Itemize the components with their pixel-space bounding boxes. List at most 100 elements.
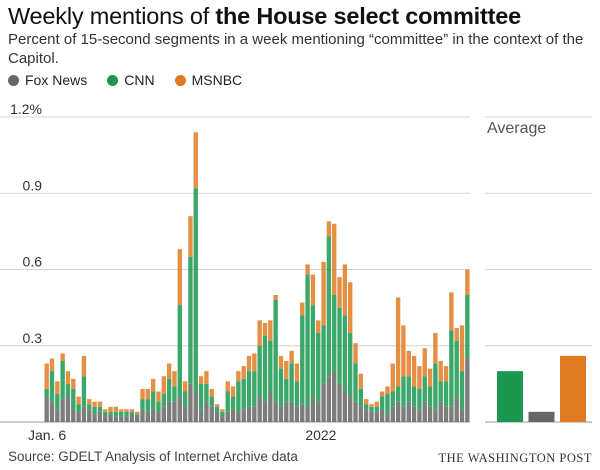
bar-segment-msnbc (172, 371, 177, 387)
bar-segment-msnbc (363, 399, 369, 405)
bar-segment-fox (241, 409, 246, 422)
bar-segment-fox (177, 396, 182, 422)
bar-segment-fox (310, 396, 316, 422)
bar-segment-fox (81, 406, 87, 422)
bar-segment-fox (321, 383, 326, 423)
bar-segment-msnbc (332, 223, 337, 295)
average-bar-cnn (497, 371, 523, 422)
bar-segment-fox (209, 406, 214, 422)
average-bar-fox-news (528, 411, 555, 422)
bar-segment-msnbc (236, 371, 241, 382)
bar-segment-msnbc (166, 363, 172, 379)
bar-segment-fox (284, 401, 289, 422)
bar-segment-msnbc (108, 406, 113, 412)
bar-segment-fox (140, 409, 145, 422)
bar-segment-msnbc (44, 363, 49, 389)
bar-segment-cnn (177, 305, 182, 397)
bar-segment-cnn (390, 391, 395, 407)
x-tick-label-start: Jan. 6 (28, 427, 66, 443)
bar-segment-fox (55, 409, 60, 422)
bar-segment-msnbc (310, 274, 316, 306)
bar-segment-fox (422, 401, 427, 422)
bar-segment-msnbc (300, 302, 305, 316)
bar-segment-msnbc (278, 355, 284, 369)
bar-segment-msnbc (182, 381, 188, 392)
bar-segment-cnn (310, 305, 316, 397)
bar-segment-msnbc (449, 292, 454, 331)
bar-segment-msnbc (443, 366, 449, 382)
bar-segment-msnbc (60, 353, 65, 362)
bar-segment-cnn (289, 363, 294, 402)
bar-segment-fox (119, 416, 124, 422)
bar-segment-cnn (268, 340, 273, 392)
legend-label-msnbc: MSNBC (191, 72, 243, 88)
legend: Fox News CNN MSNBC (8, 72, 242, 88)
bar-segment-fox (278, 406, 284, 422)
bar-segment-fox (257, 396, 262, 422)
bar-segment-fox (316, 401, 321, 422)
bar-segment-cnn (321, 325, 326, 384)
bar-segment-msnbc (76, 396, 81, 405)
bar-segment-cnn (193, 188, 198, 392)
bar-segment-fox (411, 406, 417, 422)
bar-segment-cnn (401, 376, 406, 407)
bar-segment-cnn (156, 401, 161, 412)
bar-segment-fox (182, 406, 188, 422)
y-tick-label: 0.6 (23, 254, 43, 270)
bar-segment-msnbc (198, 376, 204, 384)
bar-segment-cnn (129, 411, 135, 415)
legend-item-msnbc: MSNBC (174, 72, 243, 88)
bar-segment-msnbc (337, 277, 342, 308)
bar-segment-fox (289, 401, 294, 422)
bar-segment-cnn (305, 274, 310, 407)
bar-segment-fox (161, 406, 166, 422)
bar-segment-cnn (204, 383, 209, 402)
bar-segment-cnn (182, 391, 188, 407)
bar-segment-fox (465, 358, 470, 422)
bar-segment-msnbc (353, 343, 358, 364)
bar-segment-msnbc (348, 282, 353, 334)
legend-label-fox: Fox News (25, 72, 88, 88)
legend-swatch-msnbc (174, 74, 186, 86)
bar-segment-msnbc (406, 350, 411, 377)
bar-segment-cnn (395, 386, 401, 402)
bar-segment-cnn (44, 388, 49, 397)
bar-segment-fox (395, 401, 401, 422)
bar-segment-fox (390, 406, 395, 422)
bar-segment-msnbc (422, 348, 427, 377)
axis-labels: 1.2% Jan. 6 2022 Average 0.3 0.6 0.9 (10, 101, 546, 443)
bar-segment-msnbc (129, 409, 135, 412)
bar-segment-msnbc (220, 409, 225, 412)
bar-segment-cnn (369, 406, 374, 412)
average-title: Average (487, 120, 546, 137)
title-bold: the House select committee (215, 3, 521, 29)
bar-segment-fox (433, 409, 438, 422)
bar-segment-msnbc (379, 391, 385, 397)
bar-segment-fox (103, 416, 108, 422)
bar-segment-fox (60, 399, 65, 423)
bar-segment-msnbc (262, 322, 268, 336)
bar-segment-fox (246, 406, 252, 422)
bar-segment-cnn (294, 381, 300, 407)
bar-segment-cnn (262, 335, 268, 402)
bar-segment-msnbc (214, 404, 220, 407)
bar-segment-msnbc (145, 388, 151, 400)
bar-segment-cnn (230, 396, 236, 410)
bar-segment-cnn (220, 411, 225, 417)
bar-segment-cnn (363, 404, 369, 410)
bar-segment-msnbc (411, 355, 417, 387)
bar-segment-cnn (459, 371, 465, 410)
bar-segment-msnbc (193, 132, 198, 189)
bar-segment-msnbc (124, 409, 129, 412)
bar-segment-msnbc (385, 386, 390, 395)
bar-segment-cnn (172, 386, 177, 402)
bar-segment-cnn (92, 406, 97, 415)
bar-segment-fox (268, 391, 273, 422)
legend-item-cnn: CNN (107, 72, 155, 88)
bar-segment-msnbc (230, 386, 236, 397)
bar-segment-fox (337, 383, 342, 423)
bar-segment-msnbc (427, 368, 433, 387)
bar-segment-cnn (140, 399, 145, 410)
bar-segment-fox (65, 396, 71, 422)
bar-segment-cnn (465, 294, 470, 359)
